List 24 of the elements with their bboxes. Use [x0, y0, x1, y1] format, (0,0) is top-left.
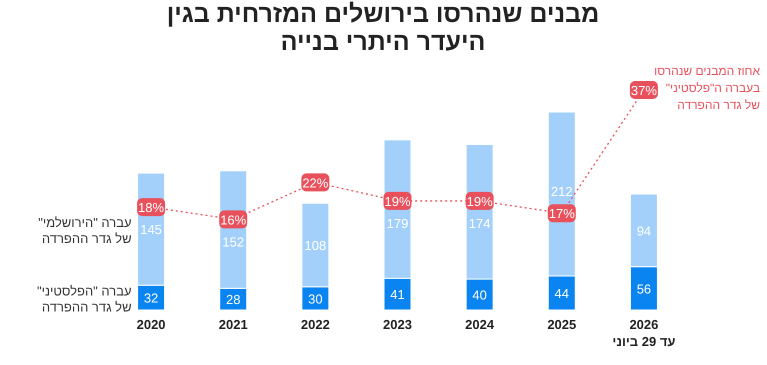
series-label: עברה "הירושלמי" של גדר ההפרדה [38, 215, 132, 246]
data-label: 174 [468, 216, 490, 231]
data-label: 41 [390, 287, 405, 302]
x-tick-label: 2022 [300, 317, 330, 332]
data-label: 40 [472, 288, 487, 303]
x-tick-label: 2025 [547, 317, 576, 332]
x-tick-label: 2024 [465, 317, 495, 332]
x-tick-label: 2023 [383, 317, 412, 332]
data-label: 44 [554, 286, 570, 301]
data-label: 108 [304, 238, 326, 254]
data-label: 179 [386, 216, 408, 231]
data-label: 30 [308, 291, 323, 306]
data-label: 37% [630, 83, 658, 98]
data-label: 94 [636, 223, 652, 238]
chart-title: מבנים שנהרסו בירושלים המזרחית בגין היעדר היתרי בנייה [166, 0, 600, 56]
data-label: 145 [140, 222, 162, 238]
data-label: 32 [144, 290, 158, 306]
series-label: עברה "הפלסטיני" של גדר ההפרדה [36, 284, 132, 315]
data-label: 28 [226, 292, 240, 308]
data-label: 152 [222, 234, 244, 250]
x-tick-label: 2021 [218, 317, 248, 332]
data-label: 56 [636, 281, 652, 296]
x-tick-label: 2020 [136, 317, 166, 332]
data-label: 212 [550, 184, 573, 200]
